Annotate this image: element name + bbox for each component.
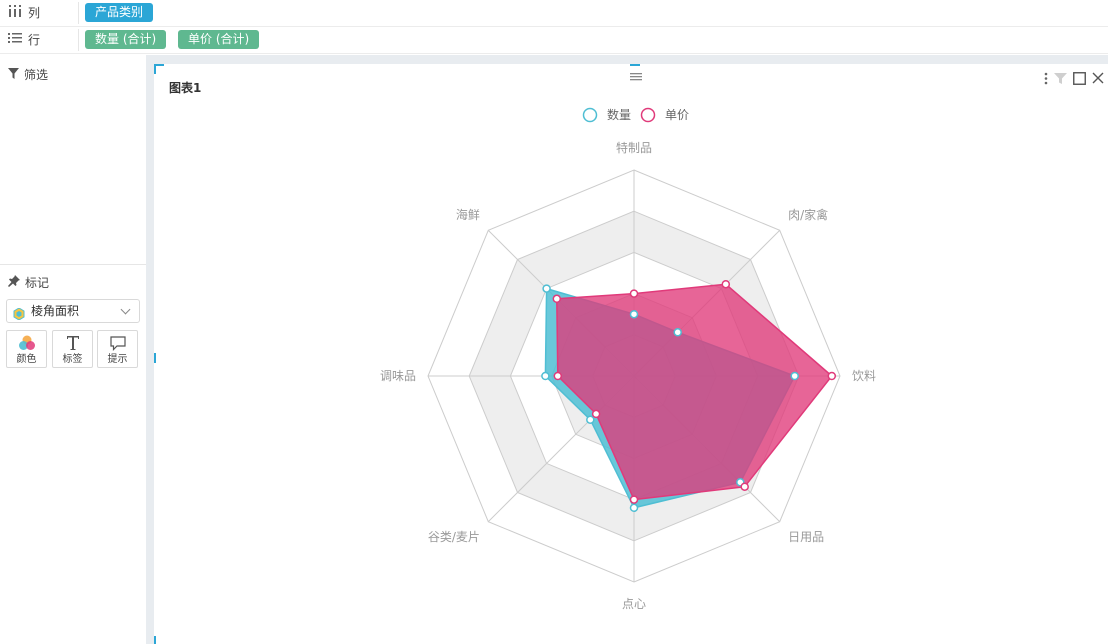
radar-point [740,482,749,491]
tooltip-button[interactable]: 提示 [97,330,138,368]
drag-handle-icon[interactable] [630,66,642,81]
radar-indicator-label: 肉/家禽 [788,207,828,222]
radar-point [790,371,799,381]
radar-indicator-label: 日用品 [788,530,824,544]
filter-icon[interactable] [1054,72,1067,85]
radar-point [591,409,601,419]
radar-point [629,309,639,319]
radar-indicator-label: 谷类/麦片 [428,530,480,544]
polygon-area-icon [13,305,25,321]
label-button[interactable]: 标签 [52,330,93,368]
legend-marker [582,107,598,123]
close-icon[interactable] [1092,72,1104,84]
columns-icon [8,4,22,22]
columns-shelf-label: 列 [8,4,78,22]
filter-section-title: 筛选 [8,66,48,83]
selection-edge [154,353,156,363]
side-divider [0,264,146,265]
pill-quantity-sum[interactable]: 数量 (合计) [85,30,167,49]
selection-corner [154,636,156,644]
rows-label-text: 行 [28,33,41,47]
chart-card[interactable]: 特制品肉/家禽饮料日用品点心 谷类/麦片 调味品 海鲜 数量 单价 图表1 [155,64,1108,644]
legend-label: 数量 [607,107,631,122]
text-icon [53,334,92,352]
rows-shelf-label: 行 [8,31,78,49]
mark-type-value: 棱角面积 [31,304,80,318]
radar-point [827,371,837,381]
rows-icon [8,31,22,49]
color-button-label: 颜色 [16,354,37,365]
radar-point [553,371,563,381]
selection-edge [630,64,640,66]
color-icon [7,334,46,352]
radar-point [541,371,550,381]
tooltip-icon [98,334,137,352]
radar-indicator-label: 调味品 [380,369,416,383]
maximize-icon[interactable] [1073,71,1086,85]
radar-indicator-label: 特制品 [616,140,652,155]
filter-title-text: 筛选 [24,68,49,82]
chart-title: 图表1 [169,81,202,95]
radar-indicator-label: 海鲜 [456,207,480,222]
pin-icon [8,275,20,290]
marks-section-title: 标记 [8,274,49,291]
selection-corner [154,64,156,74]
radar-indicator-label: 饮料 [852,369,876,383]
tooltip-button-label: 提示 [107,354,128,365]
radar-point [629,495,639,504]
radar-indicator-label: 点心 [622,597,646,611]
label-button-label: 标签 [62,354,83,365]
canvas-top-strip [146,55,1108,64]
radar-point [552,294,562,304]
card-toolbar [1044,70,1104,86]
legend-label: 单价 [665,108,689,122]
radar-point [721,279,731,289]
pill-price-sum[interactable]: 单价 (合计) [178,30,260,49]
rows-shelf: 行 数量 (合计) 单价 (合计) [0,27,1108,54]
filter-icon [8,67,19,82]
radar-point [673,328,682,337]
columns-label-text: 列 [28,6,41,20]
chevron-down-icon [120,304,131,315]
legend-marker [640,107,656,123]
radar-point [586,415,595,424]
panel-splitter[interactable] [146,56,154,644]
radar-point [542,284,551,293]
radar-point [629,503,639,513]
shelf-separator [78,29,79,51]
columns-shelf: 列 产品类别 [0,0,1108,27]
mark-type-select[interactable]: 棱角面积 [6,299,140,323]
side-panel: 筛选 标记 棱角面积 颜色 [0,56,146,644]
pill-product-category[interactable]: 产品类别 [85,3,154,22]
more-icon[interactable] [1044,72,1048,85]
color-button[interactable]: 颜色 [6,330,47,368]
shelf-separator [78,2,79,24]
radar-point [629,289,639,298]
marks-title-text: 标记 [25,276,50,290]
selection-corner [154,64,164,66]
